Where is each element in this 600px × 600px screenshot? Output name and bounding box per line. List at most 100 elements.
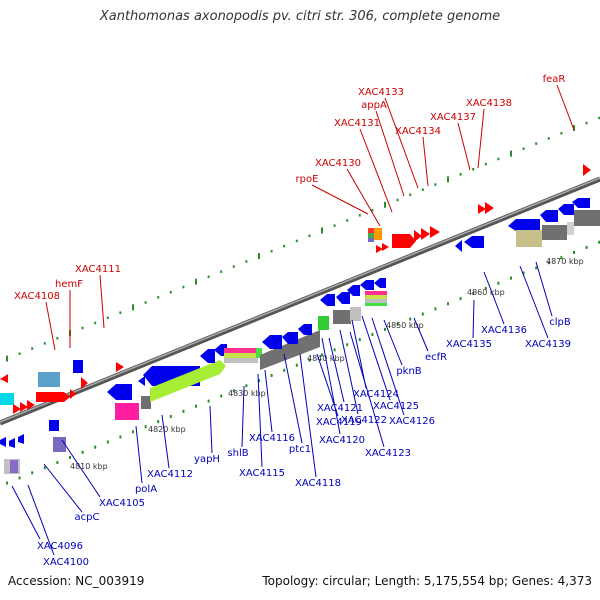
gene-arrow[interactable] xyxy=(282,332,298,344)
gene-arrow[interactable] xyxy=(36,392,70,402)
gene-arrow[interactable] xyxy=(18,434,24,444)
gene-label-fear[interactable]: feaR xyxy=(543,74,566,85)
gene-arrow[interactable] xyxy=(374,278,386,288)
gene-label-xac4136[interactable]: XAC4136 xyxy=(481,325,527,336)
gene-label-xac4139[interactable]: XAC4139 xyxy=(525,339,571,350)
gene-feature[interactable] xyxy=(318,316,329,330)
gene-label-xac4118[interactable]: XAC4118 xyxy=(295,478,341,489)
gene-label-xac4133[interactable]: XAC4133 xyxy=(358,87,404,98)
gene-arrow[interactable] xyxy=(81,377,88,389)
gene-feature[interactable] xyxy=(574,210,600,226)
gene-arrow[interactable] xyxy=(107,384,132,400)
gene-arrow[interactable] xyxy=(392,234,416,248)
gene-feature[interactable] xyxy=(368,228,374,233)
gene-label-xac4120[interactable]: XAC4120 xyxy=(319,435,365,446)
gene-label-pola[interactable]: polA xyxy=(135,484,157,495)
gene-label-shlb[interactable]: shlB xyxy=(227,448,248,459)
gene-label-xac4115[interactable]: XAC4115 xyxy=(239,468,285,479)
gene-feature[interactable] xyxy=(49,420,59,431)
gene-arrow[interactable] xyxy=(540,210,558,222)
gene-arrow[interactable] xyxy=(485,202,494,214)
gene-arrow[interactable] xyxy=(27,400,35,410)
gene-feature[interactable] xyxy=(224,348,258,353)
gene-arrow[interactable] xyxy=(336,292,350,304)
gene-feature[interactable] xyxy=(256,348,262,358)
gene-arrow[interactable] xyxy=(320,294,335,306)
gene-label-xac4105[interactable]: XAC4105 xyxy=(99,498,145,509)
gene-arrow[interactable] xyxy=(414,230,422,242)
gene-arrow[interactable] xyxy=(214,344,227,356)
gene-arrow[interactable] xyxy=(116,362,124,372)
gene-arrow[interactable] xyxy=(478,204,486,214)
gene-arrow[interactable] xyxy=(347,285,360,296)
gene-feature[interactable] xyxy=(10,460,18,473)
gene-label-xac4121[interactable]: XAC4121 xyxy=(317,403,363,414)
gene-label-xac4126[interactable]: XAC4126 xyxy=(389,416,435,427)
gene-label-xac4130[interactable]: XAC4130 xyxy=(315,158,361,169)
gene-arrow[interactable] xyxy=(20,402,28,412)
gene-label-ecfr[interactable]: ecfR xyxy=(425,352,447,363)
gene-feature[interactable] xyxy=(141,396,151,409)
gene-feature[interactable] xyxy=(368,238,374,242)
gene-feature[interactable] xyxy=(53,437,66,452)
gene-arrow[interactable] xyxy=(508,219,540,231)
gene-arrow[interactable] xyxy=(200,349,215,363)
gene-arrow[interactable] xyxy=(9,438,15,448)
gene-feature[interactable] xyxy=(0,393,14,405)
gene-label-xac4119[interactable]: XAC4119 xyxy=(316,417,362,428)
gene-arrow[interactable] xyxy=(70,389,76,399)
gene-label-appa[interactable]: appA xyxy=(361,100,387,111)
gene-feature[interactable] xyxy=(224,353,258,358)
gene-arrow[interactable] xyxy=(260,330,320,370)
gene-arrow[interactable] xyxy=(464,236,484,248)
gene-label-xac4131[interactable]: XAC4131 xyxy=(334,118,380,129)
gene-arrow[interactable] xyxy=(150,360,226,402)
gene-arrow[interactable] xyxy=(13,404,21,414)
gene-label-xac4138[interactable]: XAC4138 xyxy=(466,98,512,109)
gene-label-xac4135[interactable]: XAC4135 xyxy=(446,339,492,350)
gene-label-xac4125[interactable]: XAC4125 xyxy=(373,401,419,412)
gene-label-xac4116[interactable]: XAC4116 xyxy=(249,433,295,444)
gene-arrow[interactable] xyxy=(421,228,430,240)
gene-label-xac4122[interactable]: XAC4122 xyxy=(341,415,387,426)
gene-feature[interactable] xyxy=(365,295,387,299)
gene-arrow[interactable] xyxy=(360,280,374,290)
gene-arrow[interactable] xyxy=(298,324,312,335)
gene-arrow[interactable] xyxy=(382,243,389,251)
gene-label-pknb[interactable]: pknB xyxy=(396,366,421,377)
gene-label-xac4134[interactable]: XAC4134 xyxy=(395,126,441,137)
gene-label-xac4123[interactable]: XAC4123 xyxy=(365,448,411,459)
gene-label-xac4111[interactable]: XAC4111 xyxy=(75,264,121,275)
gene-arrow[interactable] xyxy=(583,164,591,176)
gene-feature[interactable] xyxy=(350,307,361,321)
gene-feature[interactable] xyxy=(115,403,139,420)
gene-arrow[interactable] xyxy=(376,245,383,253)
gene-arrow[interactable] xyxy=(572,198,590,208)
gene-feature[interactable] xyxy=(73,360,83,373)
gene-arrow[interactable] xyxy=(0,437,6,447)
gene-label-acpc[interactable]: acpC xyxy=(75,512,100,523)
gene-feature[interactable] xyxy=(374,228,382,240)
gene-label-xac4124[interactable]: XAC4124 xyxy=(353,389,399,400)
gene-feature[interactable] xyxy=(567,222,574,235)
gene-label-clpb[interactable]: clpB xyxy=(549,317,571,328)
gene-feature[interactable] xyxy=(516,230,542,247)
gene-label-ptc1[interactable]: ptc1 xyxy=(289,444,311,455)
gene-feature[interactable] xyxy=(365,291,387,295)
gene-feature[interactable] xyxy=(38,372,60,387)
gene-label-yaph[interactable]: yapH xyxy=(194,454,220,465)
gene-feature[interactable] xyxy=(333,310,351,324)
gene-label-rpoe[interactable]: rpoE xyxy=(296,174,319,185)
gene-arrow[interactable] xyxy=(430,226,440,238)
gene-label-xac4137[interactable]: XAC4137 xyxy=(430,112,476,123)
gene-label-hemf[interactable]: hemF xyxy=(55,279,83,290)
gene-label-xac4100[interactable]: XAC4100 xyxy=(43,557,89,568)
gene-feature[interactable] xyxy=(365,299,387,303)
gene-label-xac4108[interactable]: XAC4108 xyxy=(14,291,60,302)
gene-label-xac4112[interactable]: XAC4112 xyxy=(147,469,193,480)
gene-arrow[interactable] xyxy=(262,335,282,349)
gene-label-xac4096[interactable]: XAC4096 xyxy=(37,541,83,552)
gene-arrow[interactable] xyxy=(138,376,145,386)
gene-arrow[interactable] xyxy=(0,374,8,383)
gene-feature[interactable] xyxy=(542,225,567,240)
